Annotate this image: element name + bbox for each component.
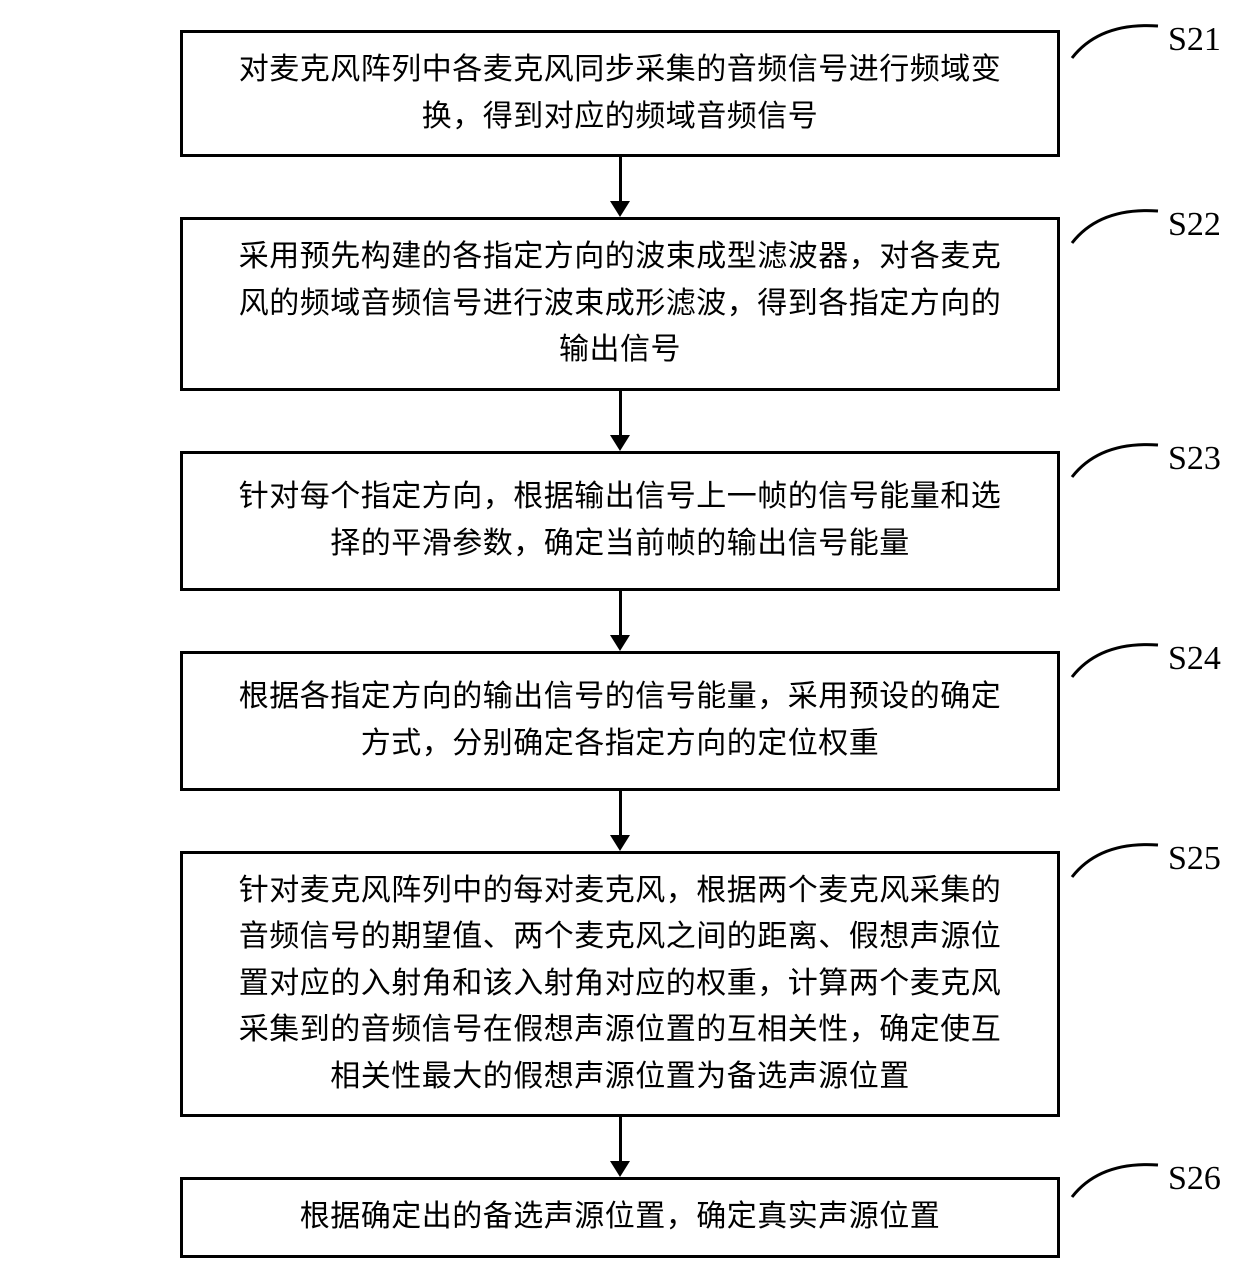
step-label-wrap: S26 (1070, 1159, 1221, 1199)
flowchart-step: 针对麦克风阵列中的每对麦克风，根据两个麦克风采集的音频信号的期望值、两个麦克风之… (20, 851, 1220, 1118)
step-label-s24: S24 (1168, 640, 1221, 678)
step-box-s22: 采用预先构建的各指定方向的波束成型滤波器，对各麦克风的频域音频信号进行波束成形滤… (180, 217, 1060, 391)
step-label-wrap: S24 (1070, 639, 1221, 679)
step-label-wrap: S22 (1070, 205, 1221, 245)
flowchart-container: 对麦克风阵列中各麦克风同步采集的音频信号进行频域变换，得到对应的频域音频信号 S2… (20, 30, 1220, 1258)
flowchart-step: 根据确定出的备选声源位置，确定真实声源位置S26 (20, 1177, 1220, 1258)
step-text: 针对麦克风阵列中的每对麦克风，根据两个麦克风采集的音频信号的期望值、两个麦克风之… (239, 868, 1002, 1101)
step-label-s22: S22 (1168, 206, 1221, 244)
label-connector-curve (1070, 639, 1160, 679)
step-label-s23: S23 (1168, 440, 1221, 478)
arrow-head-icon (610, 201, 630, 217)
step-box-s23: 针对每个指定方向，根据输出信号上一帧的信号能量和选择的平滑参数，确定当前帧的输出… (180, 451, 1060, 591)
step-label-wrap: S21 (1070, 20, 1221, 60)
arrow-head-icon (610, 435, 630, 451)
flowchart-arrow (610, 157, 630, 217)
step-text: 采用预先构建的各指定方向的波束成型滤波器，对各麦克风的频域音频信号进行波束成形滤… (239, 234, 1002, 374)
label-connector-curve (1070, 20, 1160, 60)
arrow-line (619, 391, 622, 435)
flowchart-arrow (610, 1117, 630, 1177)
arrow-head-icon (610, 635, 630, 651)
label-connector-curve (1070, 205, 1160, 245)
arrow-head-icon (610, 1161, 630, 1177)
label-connector-curve (1070, 839, 1160, 879)
step-box-s26: 根据确定出的备选声源位置，确定真实声源位置 (180, 1177, 1060, 1258)
arrow-line (619, 591, 622, 635)
arrow-line (619, 791, 622, 835)
step-text: 根据各指定方向的输出信号的信号能量，采用预设的确定方式，分别确定各指定方向的定位… (239, 674, 1002, 767)
flowchart-step: 针对每个指定方向，根据输出信号上一帧的信号能量和选择的平滑参数，确定当前帧的输出… (20, 451, 1220, 591)
flowchart-arrow (610, 591, 630, 651)
flowchart-step: 对麦克风阵列中各麦克风同步采集的音频信号进行频域变换，得到对应的频域音频信号S2… (20, 30, 1220, 157)
flowchart-arrow (610, 391, 630, 451)
arrow-head-icon (610, 835, 630, 851)
flowchart-arrow (610, 791, 630, 851)
arrow-line (619, 157, 622, 201)
flowchart-step: 根据各指定方向的输出信号的信号能量，采用预设的确定方式，分别确定各指定方向的定位… (20, 651, 1220, 791)
step-label-s21: S21 (1168, 21, 1221, 59)
step-label-s26: S26 (1168, 1160, 1221, 1198)
step-box-s21: 对麦克风阵列中各麦克风同步采集的音频信号进行频域变换，得到对应的频域音频信号 (180, 30, 1060, 157)
step-label-wrap: S23 (1070, 439, 1221, 479)
step-text: 根据确定出的备选声源位置，确定真实声源位置 (300, 1194, 941, 1241)
step-text: 对麦克风阵列中各麦克风同步采集的音频信号进行频域变换，得到对应的频域音频信号 (239, 47, 1002, 140)
step-label-wrap: S25 (1070, 839, 1221, 879)
step-label-s25: S25 (1168, 840, 1221, 878)
step-box-s25: 针对麦克风阵列中的每对麦克风，根据两个麦克风采集的音频信号的期望值、两个麦克风之… (180, 851, 1060, 1118)
label-connector-curve (1070, 1159, 1160, 1199)
label-connector-curve (1070, 439, 1160, 479)
step-text: 针对每个指定方向，根据输出信号上一帧的信号能量和选择的平滑参数，确定当前帧的输出… (239, 474, 1002, 567)
step-box-s24: 根据各指定方向的输出信号的信号能量，采用预设的确定方式，分别确定各指定方向的定位… (180, 651, 1060, 791)
flowchart-step: 采用预先构建的各指定方向的波束成型滤波器，对各麦克风的频域音频信号进行波束成形滤… (20, 217, 1220, 391)
arrow-line (619, 1117, 622, 1161)
